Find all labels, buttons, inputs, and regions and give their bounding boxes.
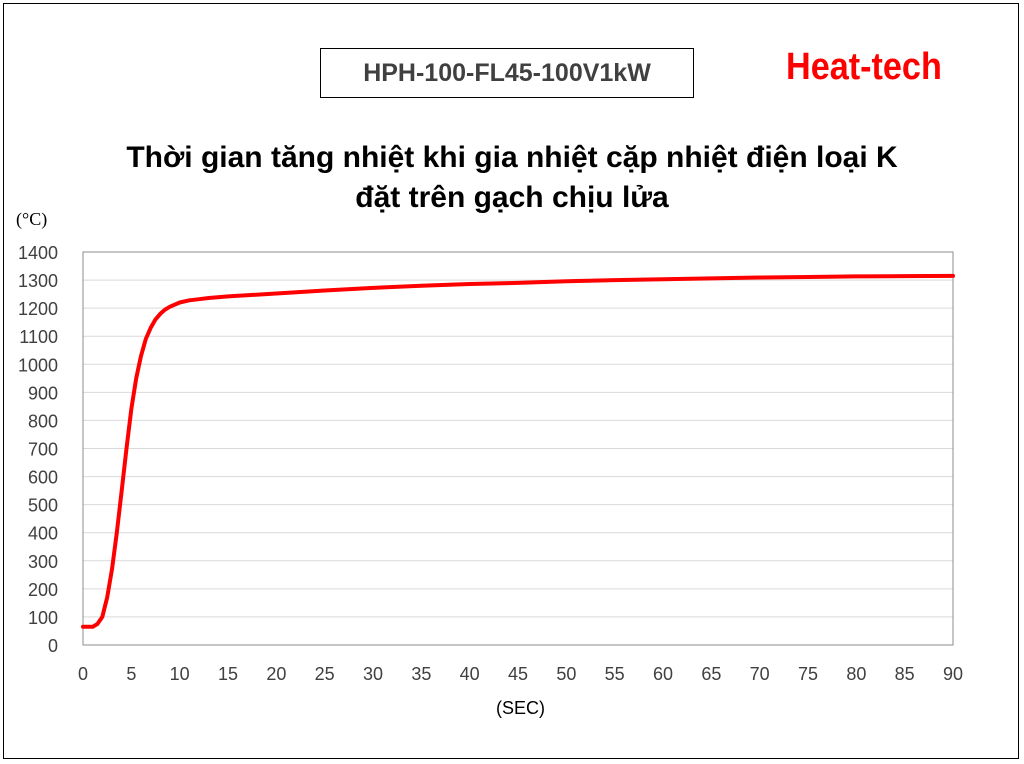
x-tick-label: 80: [846, 664, 866, 684]
y-tick-label: 800: [28, 411, 58, 431]
x-tick-label: 5: [126, 664, 136, 684]
x-tick-label: 30: [363, 664, 383, 684]
y-tick-label: 500: [28, 496, 58, 516]
y-tick-label: 600: [28, 468, 58, 488]
x-tick-label: 45: [508, 664, 528, 684]
plot-area: [82, 251, 954, 646]
image-frame: [3, 3, 1019, 759]
x-tick-label: 65: [701, 664, 721, 684]
x-axis-unit: (SEC): [496, 698, 545, 718]
y-tick-label: 1200: [18, 299, 58, 319]
x-tick-label: 90: [943, 664, 963, 684]
temperature-series-line: [81, 273, 955, 629]
model-label: HPH-100-FL45-100V1kW: [320, 48, 694, 98]
y-tick-label: 900: [28, 383, 58, 403]
x-tick-label: 0: [78, 664, 88, 684]
y-tick-label: 100: [28, 608, 58, 628]
x-tick-label: 75: [798, 664, 818, 684]
x-tick-label: 55: [605, 664, 625, 684]
brand-logo: Heat-tech: [786, 46, 942, 88]
x-tick-label: 35: [411, 664, 431, 684]
y-tick-label: 200: [28, 580, 58, 600]
x-tick-label: 15: [218, 664, 238, 684]
y-tick-label: 700: [28, 440, 58, 460]
y-tick-label: 0: [48, 636, 58, 656]
x-tick-label: 50: [556, 664, 576, 684]
y-tick-label: 400: [28, 524, 58, 544]
y-tick-label: 300: [28, 552, 58, 572]
y-tick-label: 1100: [19, 327, 58, 347]
chart-title-line-2: đặt trên gạch chịu lửa: [355, 181, 669, 214]
x-tick-label: 20: [266, 664, 286, 684]
x-tick-label: 60: [653, 664, 673, 684]
x-tick-label: 85: [895, 664, 915, 684]
y-tick-label: 1300: [18, 271, 58, 291]
y-tick-label: 1400: [18, 243, 58, 263]
chart-title: Thời gian tăng nhiệt khi gia nhiệt cặp n…: [0, 138, 1024, 218]
x-tick-label: 10: [170, 664, 190, 684]
x-tick-label: 70: [750, 664, 770, 684]
x-tick-label: 25: [315, 664, 335, 684]
y-tick-label: 1000: [18, 355, 58, 375]
y-axis-unit: (°C): [16, 209, 48, 229]
x-tick-label: 40: [460, 664, 480, 684]
chart-title-line-1: Thời gian tăng nhiệt khi gia nhiệt cặp n…: [126, 141, 898, 174]
